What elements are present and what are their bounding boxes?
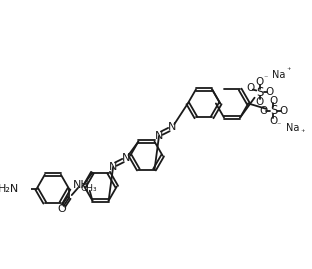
Text: ⁻: ⁻	[277, 121, 281, 130]
Text: H₂N: H₂N	[0, 184, 19, 194]
Text: O: O	[260, 106, 268, 116]
Text: S: S	[256, 86, 264, 99]
Text: N: N	[155, 131, 163, 141]
Text: NH: NH	[73, 180, 90, 190]
Text: O: O	[269, 116, 278, 126]
Text: O: O	[279, 106, 287, 116]
Text: O: O	[269, 96, 278, 106]
Text: ⁺: ⁺	[300, 128, 305, 137]
Text: O: O	[256, 97, 264, 107]
Text: Na: Na	[286, 123, 299, 133]
Text: N: N	[122, 153, 130, 163]
Text: S: S	[270, 104, 277, 117]
Text: N: N	[168, 122, 176, 132]
Text: O: O	[256, 77, 264, 87]
Text: O: O	[246, 83, 254, 93]
Text: O: O	[266, 87, 274, 97]
Text: ⁺: ⁺	[286, 66, 291, 75]
Text: O: O	[57, 204, 66, 214]
Text: ⁻: ⁻	[263, 73, 268, 82]
Text: Na: Na	[272, 70, 285, 80]
Text: CH₃: CH₃	[80, 183, 97, 193]
Text: N: N	[109, 162, 117, 172]
